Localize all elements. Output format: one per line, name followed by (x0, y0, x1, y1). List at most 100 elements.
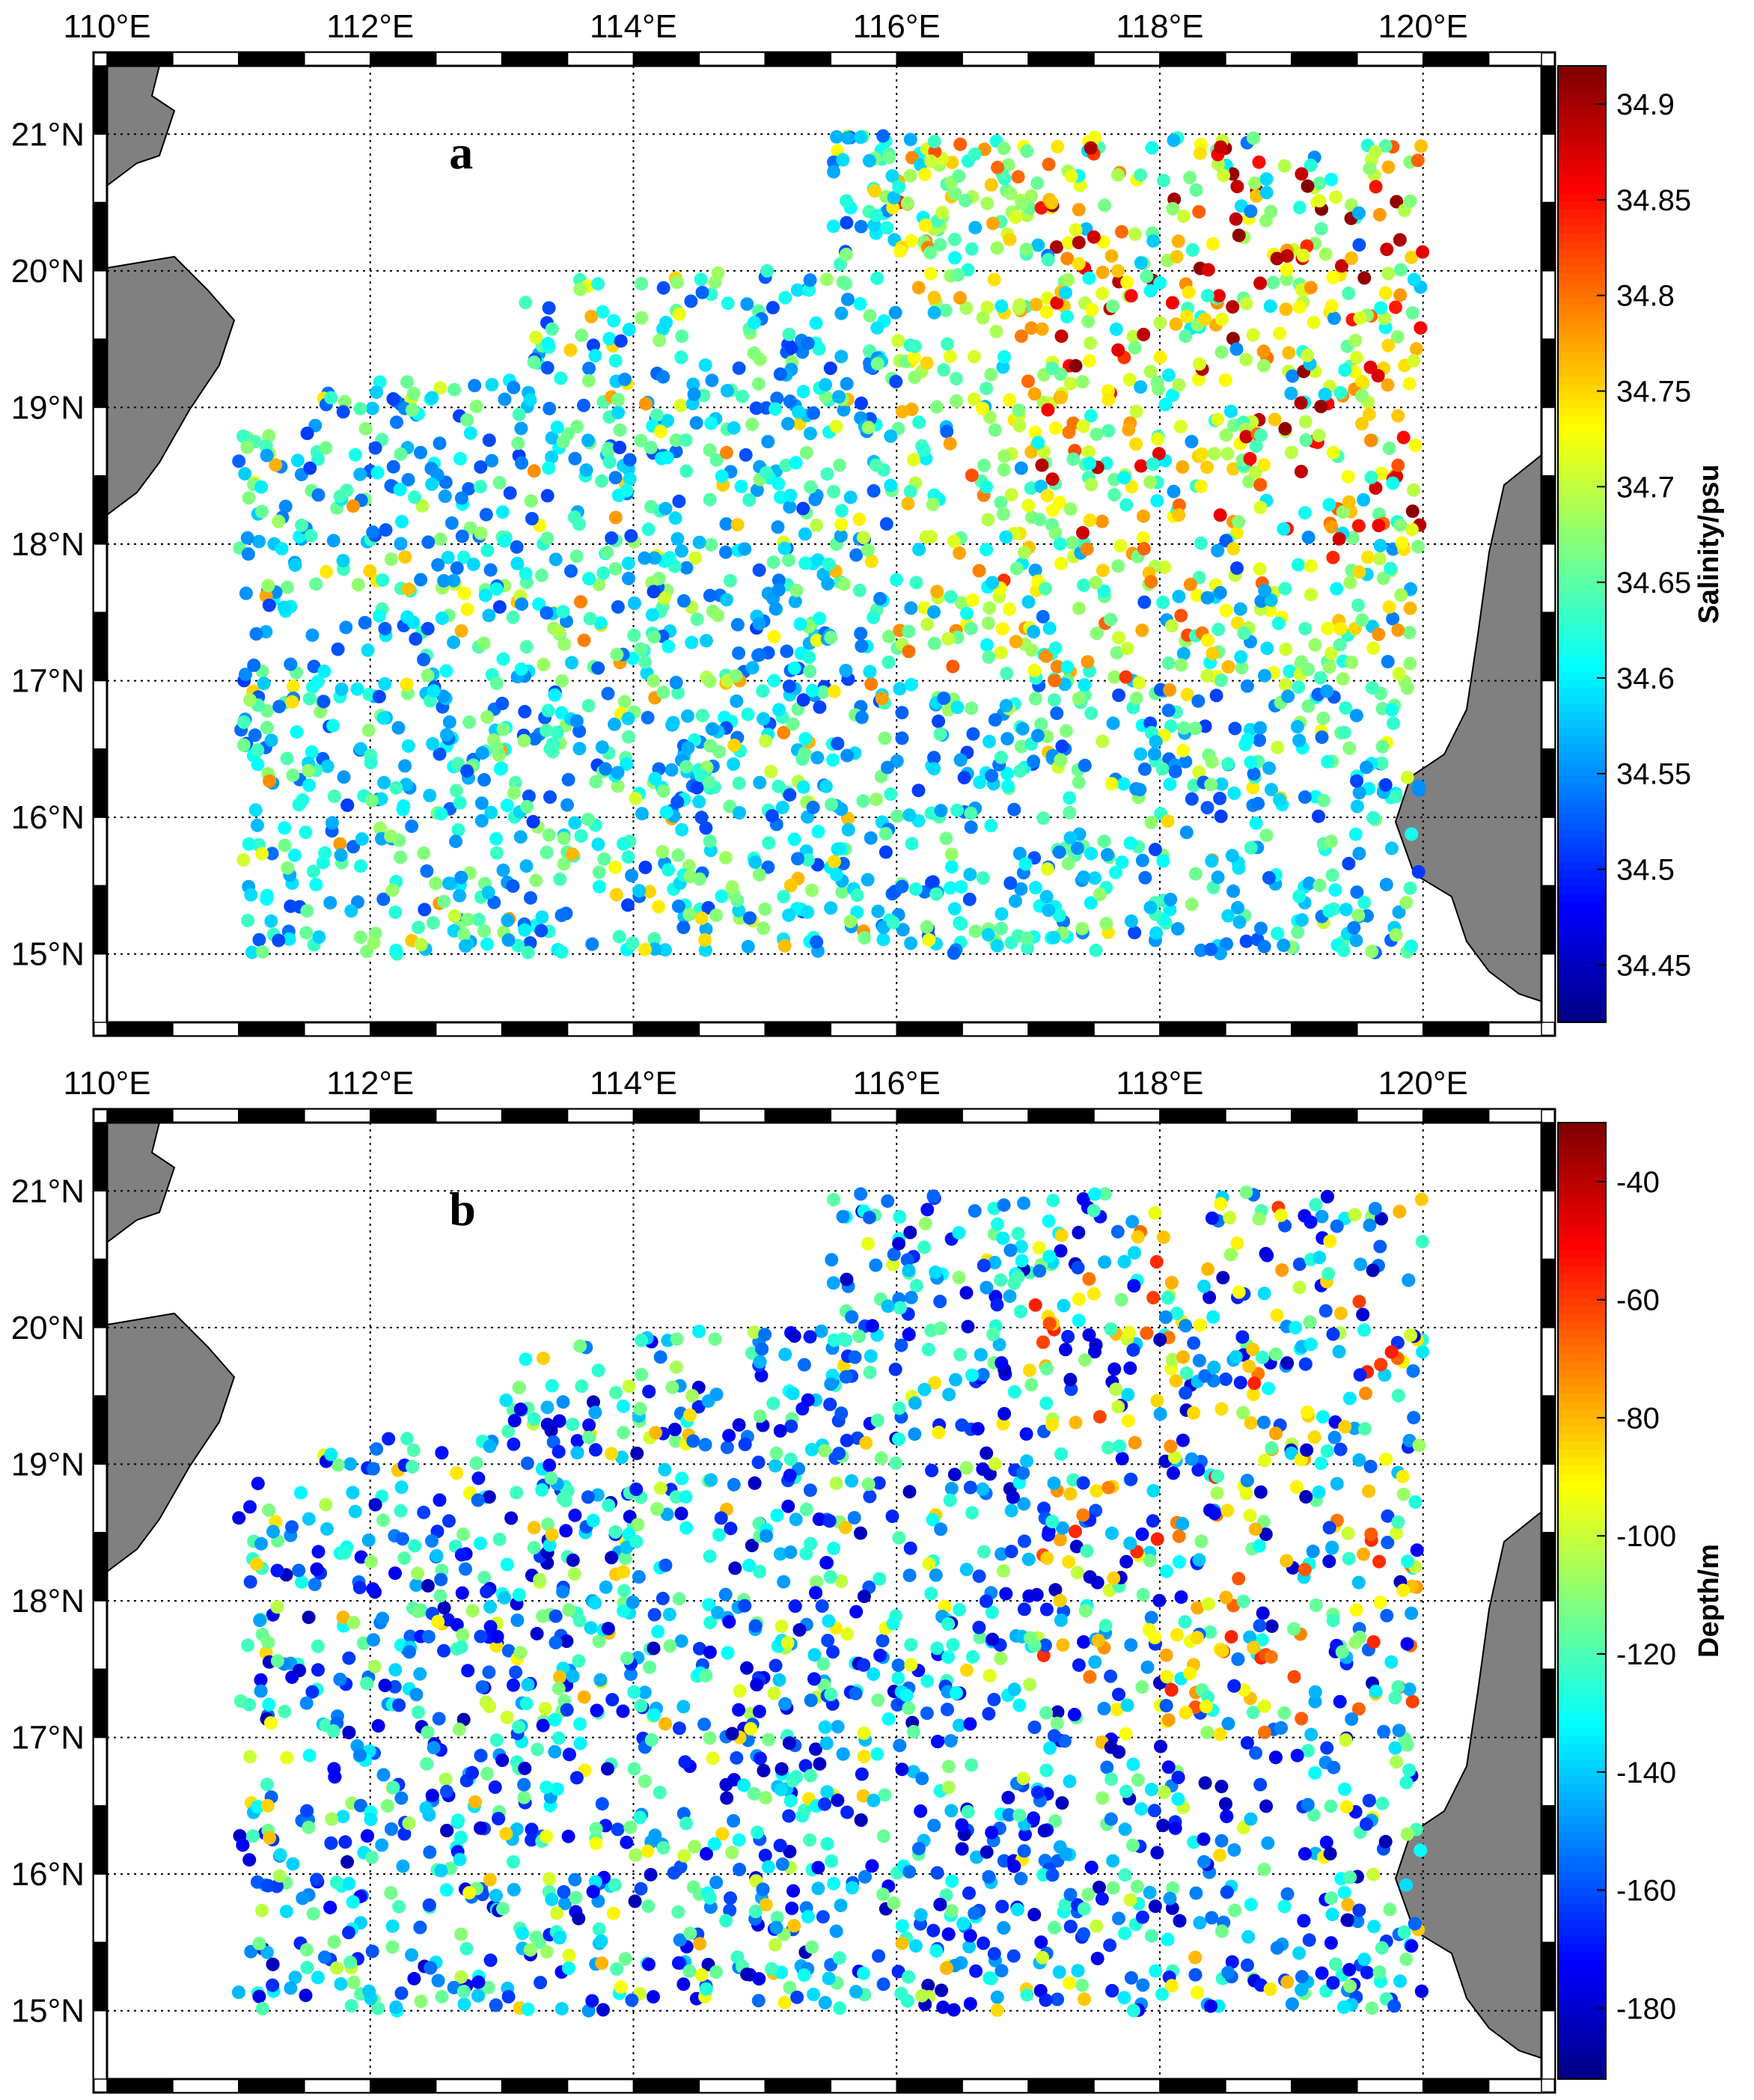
data-point (567, 510, 581, 525)
data-point (907, 453, 920, 467)
data-point (495, 1753, 510, 1767)
data-point (1112, 1745, 1126, 1759)
data-point (533, 1572, 547, 1587)
data-point (783, 489, 798, 502)
data-point (1039, 890, 1054, 904)
data-point (839, 248, 853, 261)
data-point (1090, 1575, 1104, 1590)
data-point (660, 451, 674, 465)
data-point (683, 1926, 697, 1941)
data-point (711, 608, 725, 623)
data-point (605, 531, 619, 545)
data-point (766, 301, 780, 315)
data-point (1119, 670, 1133, 684)
data-point (644, 1867, 658, 1881)
data-point (1313, 176, 1327, 190)
data-point (981, 928, 995, 941)
data-point (1052, 1965, 1066, 1980)
data-point (1253, 477, 1268, 492)
data-point (457, 1997, 471, 2011)
data-point (803, 1330, 817, 1344)
data-point (881, 629, 896, 644)
data-point (1003, 393, 1017, 407)
data-point (984, 819, 998, 833)
data-point (771, 573, 786, 587)
colorbar-segment (1558, 886, 1606, 896)
data-point (902, 1569, 917, 1582)
data-point (960, 606, 974, 620)
data-point (607, 314, 621, 328)
data-point (430, 1548, 444, 1563)
data-point (782, 680, 796, 693)
data-point (1072, 692, 1086, 706)
data-point (997, 1854, 1011, 1868)
data-point (1198, 312, 1212, 326)
data-point (676, 1700, 691, 1714)
data-point (243, 1750, 257, 1764)
data-point (498, 534, 512, 548)
data-point (260, 1945, 274, 1959)
data-point (592, 865, 606, 879)
data-point (1135, 623, 1149, 638)
data-point (777, 1995, 792, 2009)
data-point (1166, 201, 1180, 216)
data-point (1004, 488, 1018, 502)
data-point (614, 334, 628, 348)
data-point (435, 1989, 449, 2003)
data-point (896, 923, 910, 937)
data-point (1239, 296, 1253, 311)
data-point (1226, 300, 1240, 314)
data-point (1400, 1637, 1414, 1651)
data-point (733, 1684, 747, 1698)
data-point (1281, 689, 1295, 703)
data-point (740, 297, 754, 311)
data-point (1200, 669, 1214, 683)
data-point (601, 1762, 614, 1776)
data-point (675, 329, 689, 344)
data-point (1185, 897, 1199, 912)
data-point (1213, 791, 1227, 805)
data-point (939, 831, 953, 846)
colorbar-segment (1558, 496, 1606, 505)
data-point (1131, 1230, 1145, 1244)
data-point (886, 915, 900, 930)
data-point (324, 1447, 338, 1462)
data-point (810, 1575, 824, 1589)
colorbar-segment (1558, 791, 1606, 800)
data-point (1101, 1480, 1116, 1495)
data-point (959, 301, 974, 315)
data-point (944, 1904, 959, 1918)
data-point (482, 608, 496, 623)
data-point (980, 1845, 994, 1859)
data-point (1133, 783, 1147, 797)
data-point (785, 1901, 799, 1915)
data-point (941, 1650, 956, 1664)
data-point (1324, 647, 1338, 660)
data-point (1298, 790, 1312, 805)
data-point (759, 1791, 773, 1805)
data-point (554, 909, 569, 922)
data-point (236, 853, 251, 867)
data-point (1140, 1326, 1154, 1340)
data-point (1090, 1919, 1104, 1933)
colorbar-segment (1558, 313, 1606, 322)
data-point (827, 1876, 840, 1890)
data-point (784, 1419, 798, 1433)
colorbar-segment (1558, 169, 1606, 179)
data-point (524, 494, 538, 508)
data-point (751, 377, 766, 391)
data-point (426, 736, 440, 751)
data-point (1107, 1362, 1122, 1376)
data-point (861, 1477, 876, 1492)
data-point (454, 870, 468, 885)
data-point (536, 1718, 550, 1733)
data-point (994, 907, 1009, 921)
data-point (656, 845, 670, 859)
data-point (543, 1872, 557, 1886)
data-point (344, 904, 358, 918)
lat-tick-label: 15°N (11, 936, 85, 973)
data-point (895, 706, 909, 720)
data-point (832, 390, 846, 404)
data-point (593, 1673, 608, 1687)
data-point (510, 557, 525, 570)
